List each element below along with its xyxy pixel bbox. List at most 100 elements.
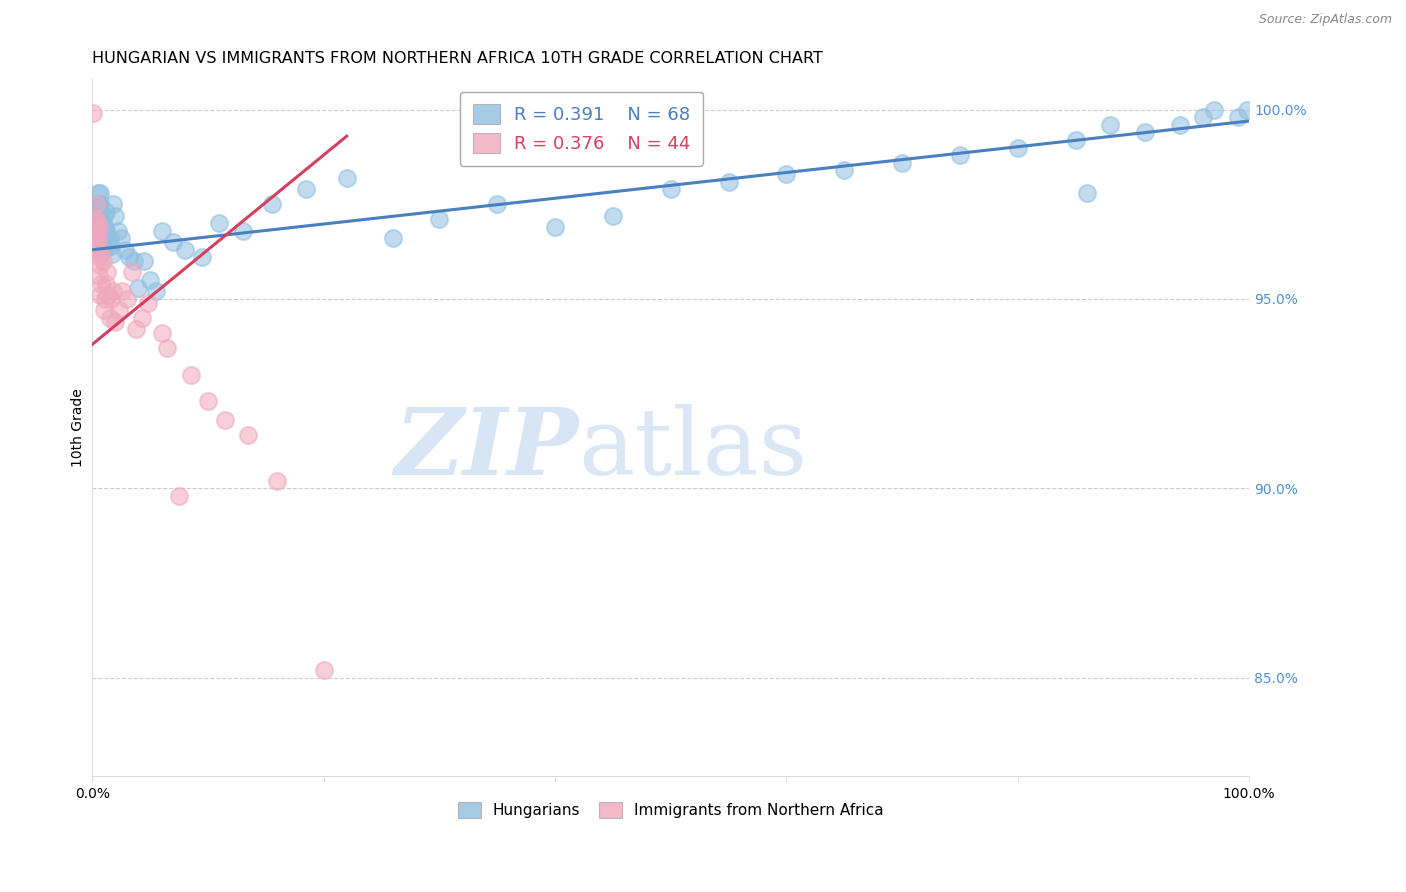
Point — [208, 216, 231, 230]
Point — [118, 250, 141, 264]
Text: atlas: atlas — [578, 404, 807, 493]
Point — [101, 246, 124, 260]
Point — [260, 197, 283, 211]
Point — [89, 220, 111, 235]
Point — [84, 197, 107, 211]
Point — [150, 224, 173, 238]
Point — [96, 265, 118, 279]
Point — [84, 212, 107, 227]
Point — [167, 489, 190, 503]
Point — [86, 197, 108, 211]
Point — [86, 212, 108, 227]
Point — [86, 224, 108, 238]
Point — [312, 663, 335, 677]
Point — [122, 254, 145, 268]
Point — [544, 220, 567, 235]
Point — [89, 224, 111, 238]
Point — [93, 243, 115, 257]
Point — [180, 368, 202, 382]
Point — [1099, 118, 1122, 132]
Point — [1076, 186, 1098, 200]
Point — [150, 326, 173, 340]
Point — [87, 186, 110, 200]
Point — [100, 292, 122, 306]
Point — [84, 231, 107, 245]
Point — [125, 322, 148, 336]
Point — [94, 205, 117, 219]
Point — [136, 295, 159, 310]
Point — [295, 182, 318, 196]
Point — [107, 224, 129, 238]
Point — [427, 212, 450, 227]
Point — [89, 197, 111, 211]
Point — [191, 250, 214, 264]
Point — [382, 231, 405, 245]
Point — [162, 235, 184, 250]
Point — [114, 243, 136, 257]
Point — [89, 197, 111, 211]
Point — [94, 292, 117, 306]
Point — [93, 303, 115, 318]
Point — [659, 182, 682, 196]
Point — [90, 277, 112, 291]
Point — [96, 231, 118, 245]
Point — [82, 106, 104, 120]
Point — [93, 209, 115, 223]
Point — [87, 209, 110, 223]
Point — [91, 220, 114, 235]
Point — [232, 224, 254, 238]
Point — [98, 310, 121, 325]
Point — [90, 231, 112, 245]
Point — [891, 155, 914, 169]
Point — [486, 197, 509, 211]
Point — [87, 250, 110, 264]
Point — [1007, 140, 1029, 154]
Point — [1133, 125, 1156, 139]
Point — [131, 310, 153, 325]
Point — [111, 285, 134, 299]
Point — [94, 220, 117, 235]
Point — [238, 428, 260, 442]
Point — [717, 175, 740, 189]
Text: Source: ZipAtlas.com: Source: ZipAtlas.com — [1258, 13, 1392, 27]
Text: HUNGARIAN VS IMMIGRANTS FROM NORTHERN AFRICA 10TH GRADE CORRELATION CHART: HUNGARIAN VS IMMIGRANTS FROM NORTHERN AF… — [93, 51, 823, 66]
Point — [89, 205, 111, 219]
Point — [775, 167, 797, 181]
Point — [83, 243, 105, 257]
Point — [104, 315, 127, 329]
Point — [139, 273, 162, 287]
Point — [86, 216, 108, 230]
Point — [115, 292, 138, 306]
Point — [94, 277, 117, 291]
Point — [83, 216, 105, 230]
Point — [336, 170, 359, 185]
Point — [107, 303, 129, 318]
Point — [197, 394, 219, 409]
Point — [121, 265, 143, 279]
Point — [87, 243, 110, 257]
Point — [91, 239, 114, 253]
Point — [89, 258, 111, 272]
Legend: Hungarians, Immigrants from Northern Africa: Hungarians, Immigrants from Northern Afr… — [451, 796, 890, 824]
Point — [134, 254, 156, 268]
Point — [266, 474, 288, 488]
Point — [91, 254, 114, 268]
Point — [97, 288, 120, 302]
Point — [1192, 110, 1215, 124]
Point — [98, 231, 121, 245]
Point — [97, 239, 120, 253]
Point — [87, 197, 110, 211]
Point — [1236, 103, 1258, 117]
Point — [949, 148, 972, 162]
Point — [1168, 118, 1191, 132]
Point — [127, 280, 149, 294]
Point — [89, 220, 111, 235]
Point — [1064, 133, 1087, 147]
Point — [156, 341, 179, 355]
Point — [101, 285, 124, 299]
Point — [832, 163, 855, 178]
Point — [87, 231, 110, 245]
Point — [1204, 103, 1226, 117]
Text: ZIP: ZIP — [394, 404, 578, 493]
Point — [89, 209, 111, 223]
